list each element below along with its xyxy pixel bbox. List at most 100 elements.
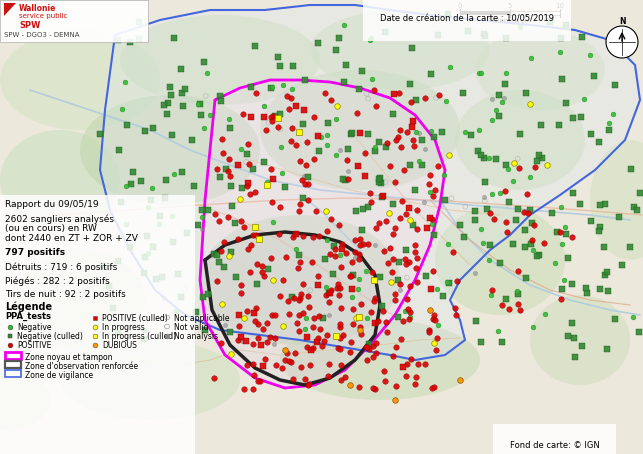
Point xyxy=(556,35,566,42)
Point xyxy=(218,149,228,156)
Point xyxy=(348,271,358,279)
Point xyxy=(364,341,374,348)
Point xyxy=(604,127,615,134)
Point xyxy=(428,192,438,199)
Point xyxy=(405,313,415,321)
Point xyxy=(358,241,368,248)
Point xyxy=(224,253,234,260)
Point xyxy=(480,32,490,39)
Point xyxy=(359,173,370,180)
Text: Légende: Légende xyxy=(5,302,52,312)
Point xyxy=(527,219,538,226)
Point xyxy=(474,69,484,77)
Point xyxy=(377,192,388,199)
Point xyxy=(357,227,367,234)
Point xyxy=(302,314,312,321)
Text: (ou en cours) en RW: (ou en cours) en RW xyxy=(5,224,97,233)
Point xyxy=(585,51,595,59)
Point xyxy=(139,335,149,342)
Point xyxy=(491,156,501,163)
Ellipse shape xyxy=(120,15,320,105)
Point xyxy=(387,269,397,276)
Point xyxy=(223,116,233,123)
Point xyxy=(267,83,278,90)
Point xyxy=(340,374,350,381)
Ellipse shape xyxy=(435,205,565,315)
Point xyxy=(390,290,400,297)
Point xyxy=(5,341,15,348)
Point xyxy=(390,396,400,404)
Point xyxy=(336,304,347,311)
Point xyxy=(511,287,521,294)
Point xyxy=(396,143,406,151)
Point xyxy=(579,95,590,103)
Point xyxy=(303,173,313,181)
Point xyxy=(549,260,559,267)
Point xyxy=(226,183,236,190)
Point xyxy=(347,305,358,312)
Point xyxy=(424,180,435,187)
Point xyxy=(154,221,164,228)
Text: Not applicable: Not applicable xyxy=(174,314,230,323)
Point xyxy=(209,374,219,381)
Point xyxy=(246,113,256,120)
Point xyxy=(386,278,396,286)
Point xyxy=(595,286,605,293)
Point xyxy=(502,228,512,235)
Point xyxy=(545,18,555,25)
Point xyxy=(168,35,179,42)
Point xyxy=(298,194,308,202)
Point xyxy=(165,84,175,91)
Point xyxy=(90,323,100,330)
Point xyxy=(343,146,353,153)
Point xyxy=(332,345,343,352)
Point xyxy=(269,334,280,341)
Point xyxy=(431,334,442,341)
Point xyxy=(201,93,211,100)
Point xyxy=(140,128,150,135)
Point xyxy=(291,103,301,110)
Point xyxy=(330,252,340,260)
Point xyxy=(249,310,259,317)
Point xyxy=(219,238,229,246)
Point xyxy=(433,322,444,329)
Point xyxy=(577,343,587,350)
Point xyxy=(236,145,246,153)
Point xyxy=(177,89,188,96)
Point xyxy=(369,276,379,283)
Point xyxy=(388,110,398,117)
Text: SPW: SPW xyxy=(19,21,41,30)
Polygon shape xyxy=(100,5,640,360)
Point xyxy=(348,320,358,327)
Point xyxy=(422,224,432,232)
Point xyxy=(242,361,252,369)
Point xyxy=(293,265,303,272)
Point xyxy=(284,358,294,365)
Point xyxy=(405,80,415,88)
Point xyxy=(314,312,325,320)
Point xyxy=(294,251,304,258)
Point xyxy=(248,371,258,378)
Point xyxy=(469,269,480,276)
Point xyxy=(246,268,256,276)
Point xyxy=(329,242,339,250)
Point xyxy=(212,252,222,259)
Point xyxy=(241,338,251,345)
Point xyxy=(258,326,269,333)
Point xyxy=(632,206,642,213)
Point xyxy=(199,59,209,66)
Point xyxy=(262,338,272,345)
Point xyxy=(474,126,484,133)
Point xyxy=(284,311,294,318)
Point xyxy=(284,106,294,113)
Point xyxy=(602,346,612,353)
Point xyxy=(233,236,244,243)
Point xyxy=(5,323,15,330)
Point xyxy=(251,305,262,312)
Point xyxy=(497,301,507,308)
Point xyxy=(361,267,372,275)
Point xyxy=(493,328,503,335)
Point xyxy=(268,113,278,120)
Point xyxy=(366,308,376,316)
Point xyxy=(401,261,412,268)
